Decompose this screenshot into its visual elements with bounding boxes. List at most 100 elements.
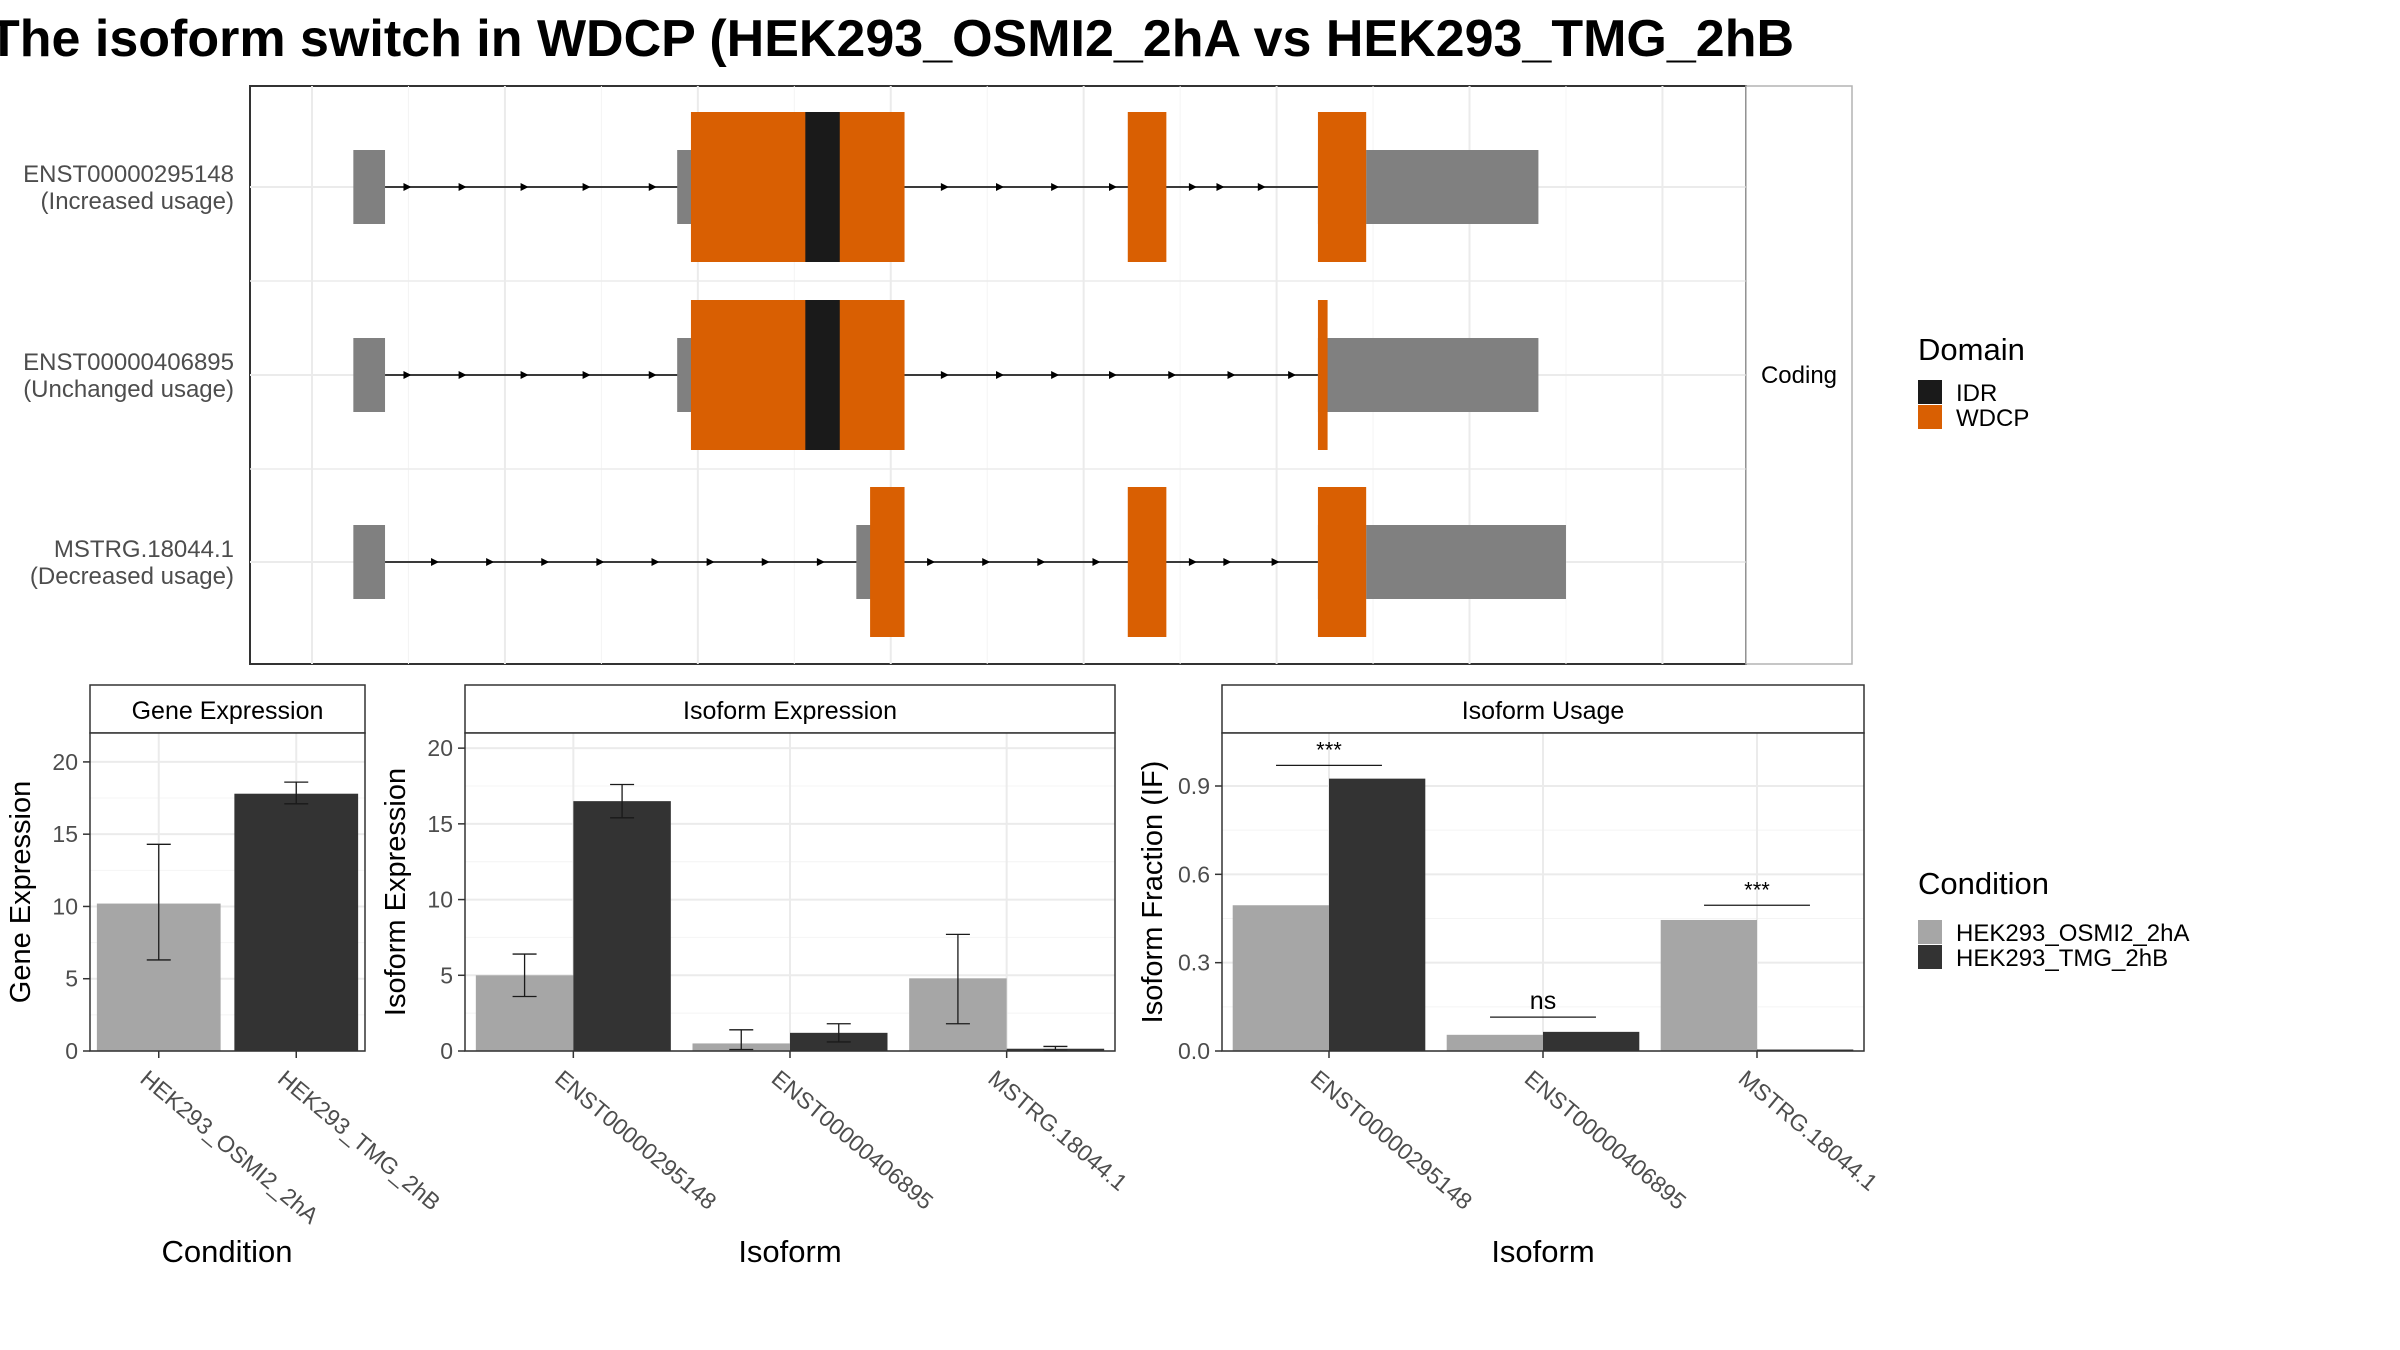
plot-border: [89, 732, 366, 1052]
isoform-track-ENST00000406895: [353, 300, 1539, 450]
intron-arrow: [1051, 371, 1060, 379]
legend-key-cond-a: [1918, 920, 1942, 944]
y-tick-label: 15: [52, 821, 78, 847]
isoform-track-ENST00000295148: [353, 112, 1539, 262]
intron-arrow: [541, 558, 550, 566]
bar-cond-a: [1232, 905, 1329, 1051]
utr-exon: [353, 525, 386, 599]
y-tick-label: 20: [427, 735, 453, 761]
x-tick-label: MSTRG.18044.1: [1734, 1065, 1883, 1196]
y-axis-title: Isoform Expression: [380, 768, 412, 1016]
intron-arrow: [582, 183, 591, 191]
y-axis-title: Gene Expression: [5, 781, 37, 1003]
intron-arrow: [761, 558, 770, 566]
y-tick-label: 0: [440, 1038, 453, 1064]
bar-cond-a: [1446, 1034, 1543, 1051]
bar-cond-b: [1329, 778, 1426, 1051]
condition-legend: Condition HEK293_OSMI2_2hA HEK293_TMG_2h…: [1918, 866, 2189, 972]
intron-arrow: [1108, 371, 1117, 379]
gene-expression-panel: Gene Expression05101520HEK293_OSMI2_2hAH…: [5, 684, 445, 1269]
utr-exon: [353, 150, 386, 224]
bar-cond-a: [1660, 919, 1757, 1051]
intron-arrow: [431, 558, 440, 566]
x-axis-title: Isoform: [1491, 1234, 1594, 1269]
y-tick-label: 5: [440, 962, 453, 988]
intron-arrow: [458, 371, 467, 379]
cds-exon-wdcp: [1127, 112, 1167, 262]
legend-label-cond-b: HEK293_TMG_2hB: [1956, 945, 2168, 972]
domain-legend-title: Domain: [1918, 332, 2025, 367]
isoform-expression-panel: Isoform Expression 0 5 10 15 20 ENST0000029514…: [380, 684, 1132, 1269]
isoform-usage-panel: Isoform Usage 0.0 0.3 0.6 0.9 ENST00000295148…: [1137, 684, 1883, 1269]
x-tick-label: ENST00000406895: [1520, 1065, 1692, 1215]
y-tick-label: 0.3: [1178, 950, 1210, 976]
panel-title: Isoform Expression: [683, 697, 897, 725]
intron-arrow: [403, 371, 412, 379]
isoform-usage-label: (Increased usage): [41, 188, 234, 215]
structure-facet-label: Coding: [1761, 362, 1837, 389]
intron-arrow: [1288, 371, 1297, 379]
intron-arrow: [596, 558, 605, 566]
cds-exon-wdcp: [690, 112, 905, 262]
intron-arrow: [996, 183, 1004, 191]
y-tick-label: 0: [65, 1038, 78, 1064]
cds-exon-wdcp: [1317, 300, 1328, 450]
y-tick-label: 20: [52, 749, 78, 775]
legend-label-idr: IDR: [1956, 380, 1997, 407]
x-tick-label: ENST00000295148: [1306, 1065, 1478, 1215]
plot-border: [1221, 732, 1865, 1052]
bar-cond-b: [234, 793, 359, 1051]
legend-label-wdcp: WDCP: [1956, 405, 2029, 432]
structure-facet-strip: [1745, 85, 1853, 665]
cds-exon-wdcp: [1317, 487, 1367, 637]
x-tick-label: ENST00000406895: [767, 1065, 939, 1215]
y-tick-label: 5: [65, 966, 78, 992]
structure-isoform-labels: ENST00000295148(Increased usage) ENST0000…: [23, 161, 234, 590]
cds-exon-wdcp: [1317, 112, 1367, 262]
legend-key-idr: [1918, 380, 1942, 404]
isoform-id-label: ENST00000406895: [23, 349, 234, 376]
intron-arrow: [982, 558, 991, 566]
panel-title-strip: [464, 684, 1116, 734]
cds-exon-wdcp: [1127, 487, 1167, 637]
significance-label: ns: [1530, 987, 1556, 1015]
utr-exon: [1345, 338, 1539, 412]
bar-cond-b: [573, 801, 671, 1051]
y-tick-label: 10: [427, 887, 453, 913]
intron-arrow: [648, 183, 657, 191]
intron-arrow: [816, 558, 825, 566]
cds-exon-wdcp: [690, 300, 905, 450]
idr-region: [805, 300, 840, 450]
intron-arrow: [1051, 183, 1060, 191]
intron-arrow: [403, 183, 412, 191]
isoform-usage-label: (Unchanged usage): [23, 376, 234, 403]
intron-arrow: [1227, 371, 1236, 379]
y-axis-title: Isoform Fraction (IF): [1137, 761, 1169, 1024]
utr-exon: [1366, 525, 1566, 599]
x-tick-label: ENST00000295148: [550, 1065, 722, 1215]
significance-label: ***: [1316, 737, 1342, 762]
panel-title: Gene Expression: [132, 697, 324, 725]
intron-arrow: [458, 183, 467, 191]
bar-cond-b: [1543, 1031, 1640, 1051]
intron-arrow: [940, 183, 949, 191]
panel-title: Isoform Usage: [1462, 697, 1625, 725]
utr-exon: [1366, 150, 1539, 224]
y-tick-label: 0.0: [1178, 1038, 1210, 1064]
isoform-usage-label: (Decreased usage): [30, 563, 234, 590]
intron-arrow: [1223, 558, 1232, 566]
intron-arrow: [582, 371, 591, 379]
x-axis-title: Condition: [162, 1234, 293, 1269]
intron-arrow: [1037, 558, 1046, 566]
intron-arrow: [520, 183, 529, 191]
intron-arrow: [927, 558, 936, 566]
intron-arrow: [1271, 558, 1280, 566]
legend-label-cond-a: HEK293_OSMI2_2hA: [1956, 920, 2189, 947]
intron-arrow: [940, 371, 949, 379]
intron-arrow: [486, 558, 495, 566]
y-tick-label: 0.6: [1178, 861, 1210, 887]
legend-key-wdcp: [1918, 405, 1942, 429]
condition-legend-title: Condition: [1918, 866, 2049, 901]
isoform-track-MSTRG.18044.1: [353, 487, 1566, 637]
